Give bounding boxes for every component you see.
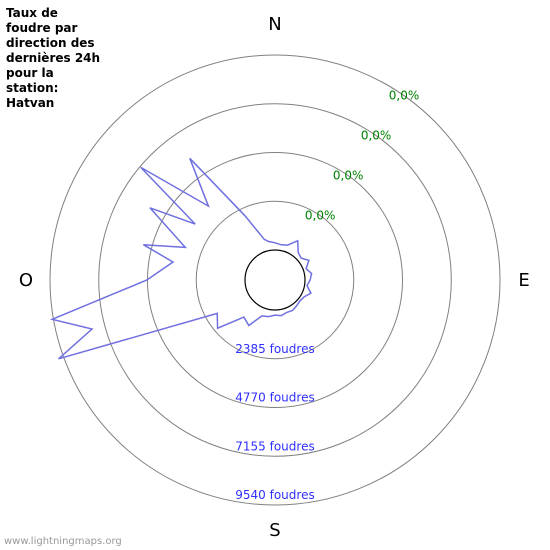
cardinal-O: O — [19, 270, 33, 291]
ring-label-percent: 0,0% — [333, 169, 364, 183]
ring-label-percent: 0,0% — [389, 89, 420, 103]
footer-credit: www.lightningmaps.org — [4, 536, 122, 547]
cardinal-S: S — [269, 520, 280, 541]
ring-label-percent: 0,0% — [361, 129, 392, 143]
ring-label-count: 2385 foudres — [235, 342, 314, 356]
cardinal-N: N — [268, 14, 281, 35]
hub-circle — [245, 250, 305, 310]
cardinal-E: E — [518, 270, 529, 291]
polar-chart: 0,0% 2385 foudres 0,0% 4770 foudres 0,0% 7155… — [0, 0, 550, 550]
ring-label-count: 4770 foudres — [235, 391, 314, 405]
ring-label-count: 9540 foudres — [235, 488, 314, 502]
ring-label-count: 7155 foudres — [235, 439, 314, 453]
ring-label-percent: 0,0% — [305, 208, 336, 222]
